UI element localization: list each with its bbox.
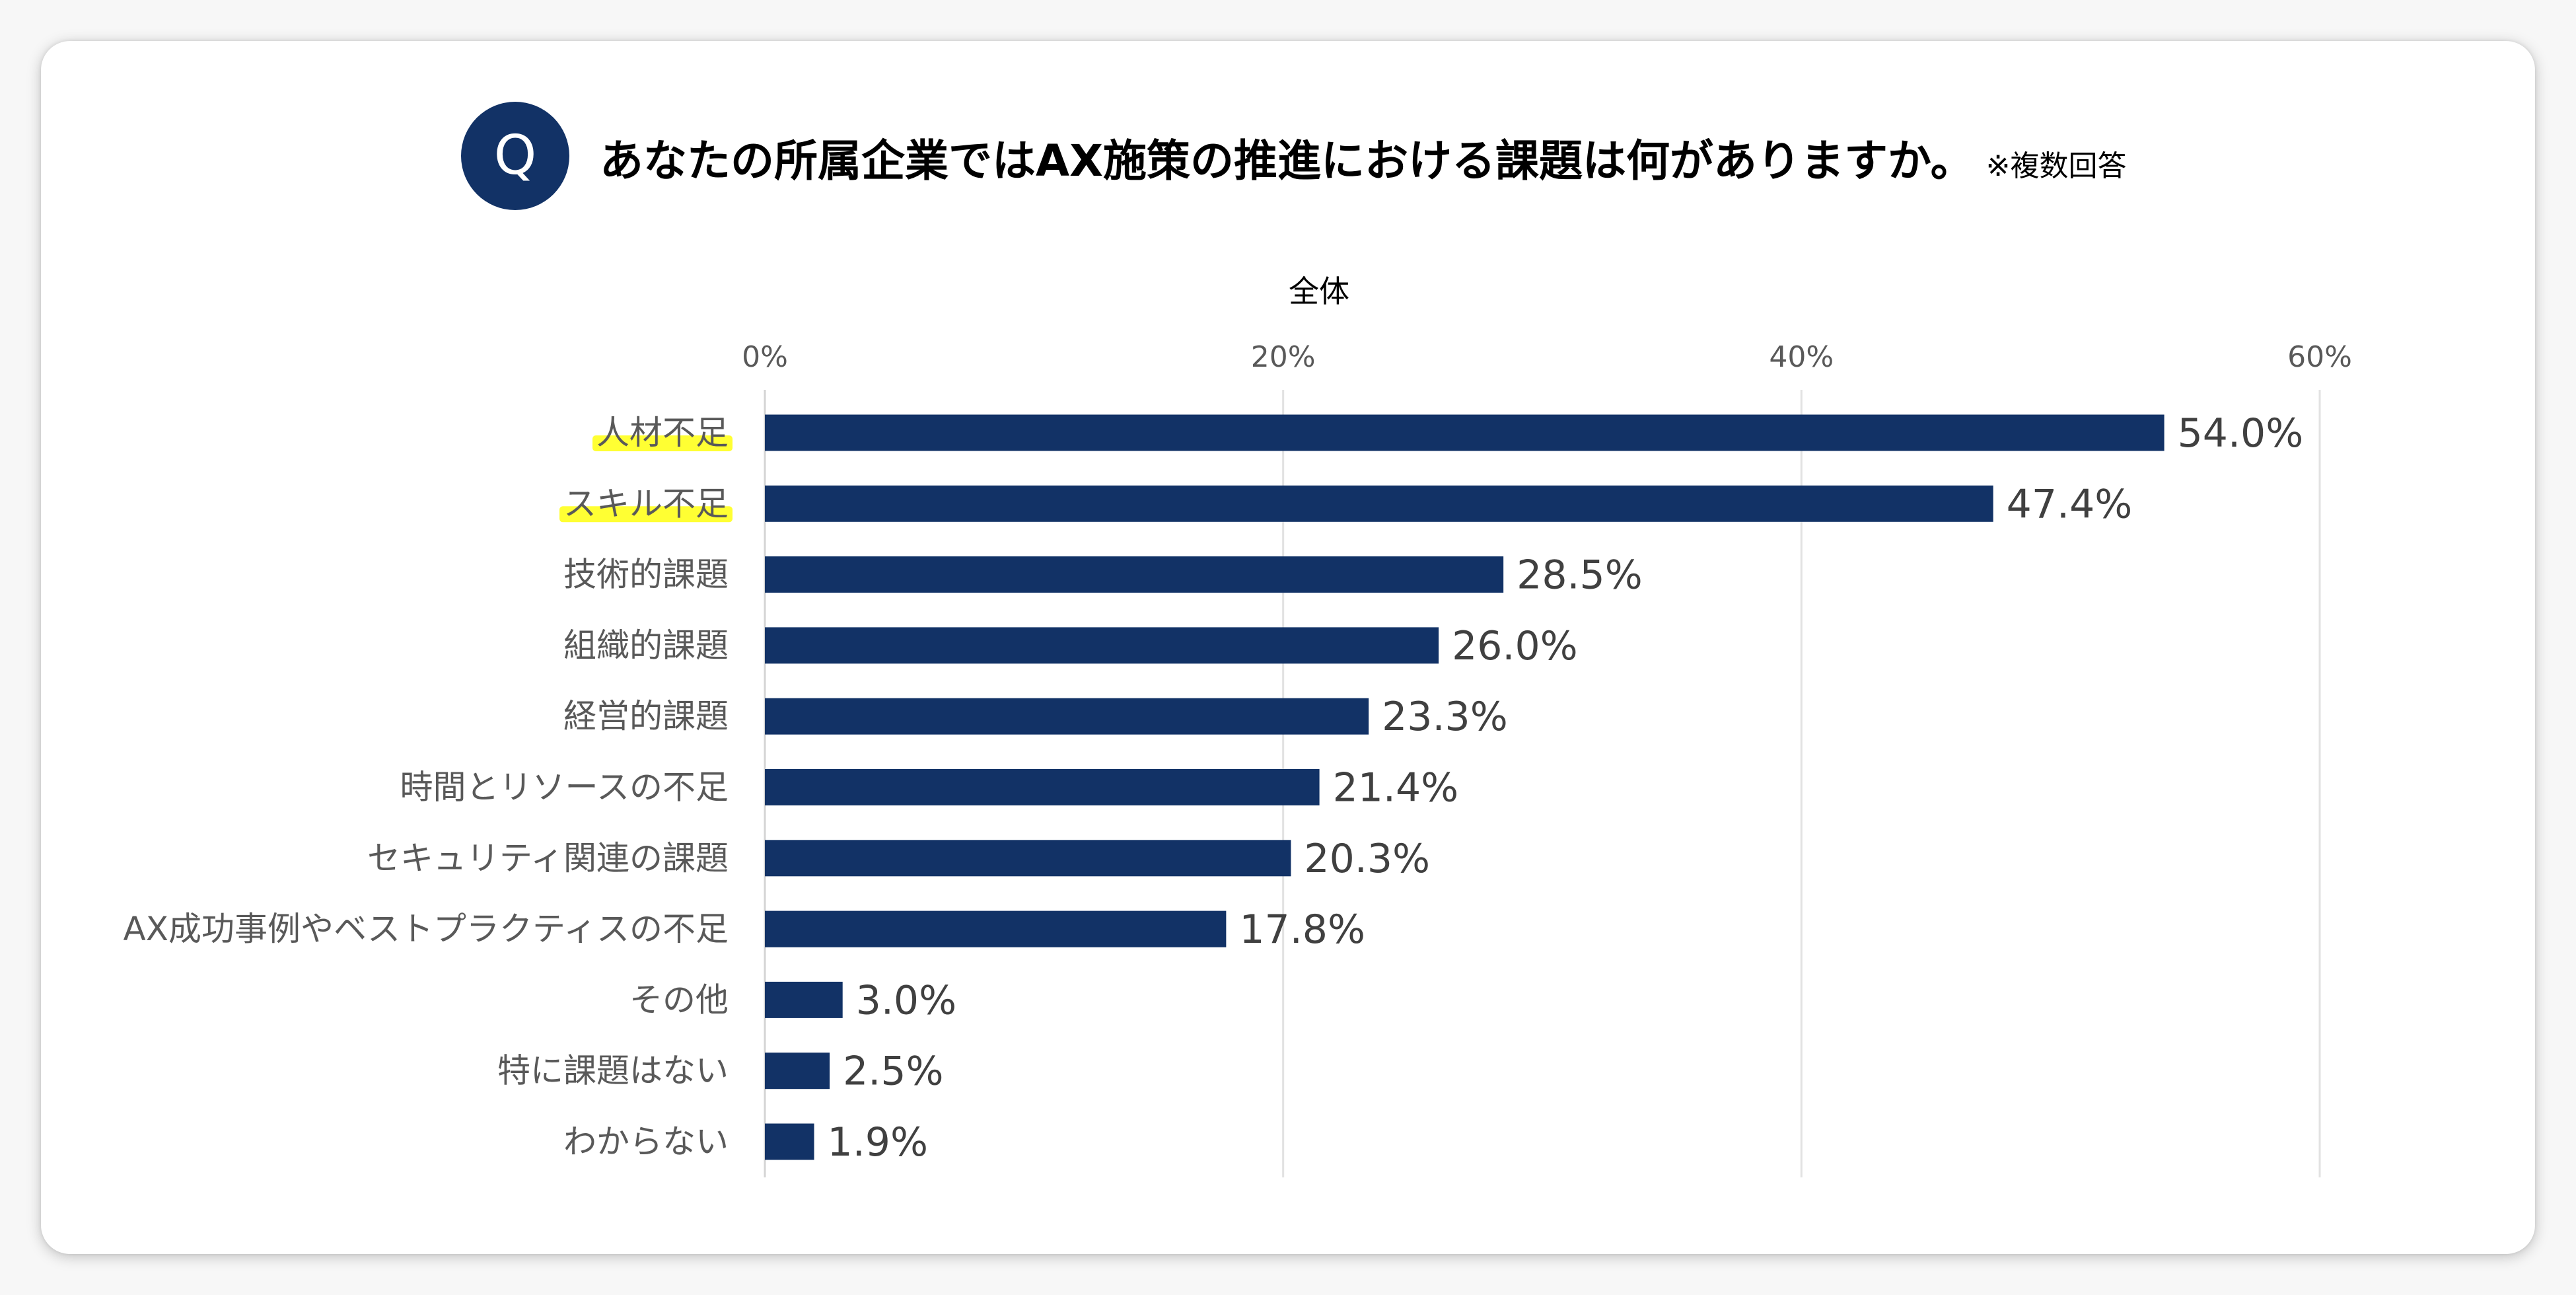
category-label: スキル不足 [563,484,729,523]
bar [765,414,2165,451]
category-label: 組織的課題 [563,626,729,665]
value-label: 54.0% [2178,410,2304,457]
category-label: AX成功事例やベストプラクティスの不足 [124,910,729,948]
bar [765,1053,830,1090]
question-badge: Q [461,102,569,210]
value-label: 1.9% [828,1119,928,1166]
category-label: セキュリティ関連の課題 [367,839,729,877]
value-label: 17.8% [1239,906,1365,953]
category-label: 特に課題はない [497,1052,729,1090]
value-label: 20.3% [1304,836,1430,882]
multiple-answer-note: ※複数回答 [1986,149,2127,183]
question-title-block: あなたの所属企業ではAX施策の推進における課題は何がありますか。 ※複数回答 [600,126,2127,189]
bar [765,485,1993,522]
x-tick-label: 20% [1251,340,1316,374]
category-highlight-marker [592,435,733,451]
value-label: 2.5% [843,1049,943,1095]
x-tick-label: 40% [1769,340,1834,374]
category-highlight-marker [559,506,733,523]
series-label: 全体 [1289,274,1349,309]
category-labels: 人材不足スキル不足技術的課題組織的課題経営的課題時間とリソースの不足セキュリティ… [124,414,729,1161]
bars [765,414,2165,1160]
bar [765,1123,814,1160]
value-label: 23.3% [1382,694,1508,740]
category-label: 経営的課題 [563,697,729,735]
bar [765,910,1227,947]
x-tick-label: 60% [2287,340,2352,374]
bar [765,840,1291,877]
value-label: 3.0% [856,977,956,1023]
value-label: 21.4% [1333,765,1459,811]
category-label: その他 [629,980,729,1019]
category-label: 技術的課題 [563,556,729,594]
value-labels: 54.0% 47.4% 28.5% 26.0% 23.3% 21.4% 20.3% 17.8%… [828,410,2304,1166]
bar [765,698,1369,735]
bar [765,769,1320,805]
bar [765,981,843,1018]
value-label: 47.4% [2007,481,2133,527]
category-label: 時間とリソースの不足 [400,768,729,807]
x-axis-ticks: 0% 20% 40% 60% [742,340,2352,374]
value-label: 26.0% [1452,623,1578,669]
category-highlights [559,435,733,523]
bar [765,627,1439,664]
value-label: 28.5% [1517,552,1643,599]
bar [765,556,1504,593]
category-label: わからない [563,1123,729,1161]
category-label: 人材不足 [596,414,729,452]
question-title: あなたの所属企業ではAX施策の推進における課題は何がありますか。 [600,135,1974,186]
x-tick-label: 0% [742,340,788,374]
